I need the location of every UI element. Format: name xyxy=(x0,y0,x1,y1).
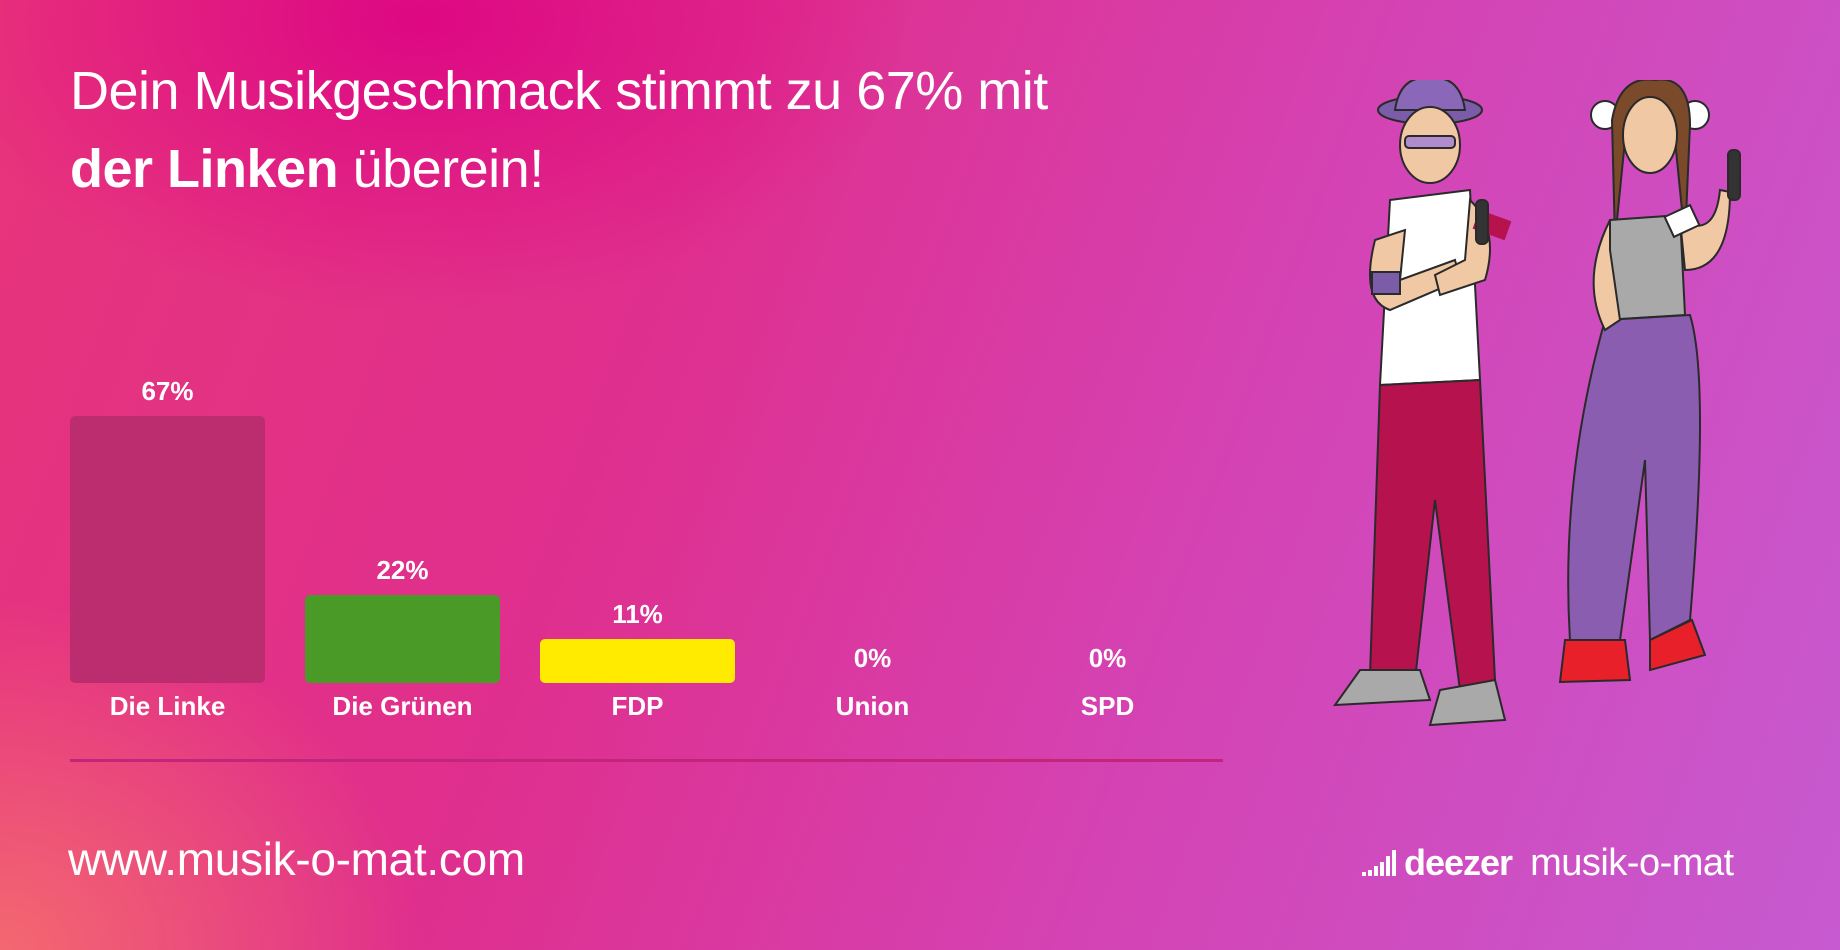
value-label: 67% xyxy=(141,376,193,406)
category-label: FDP xyxy=(612,691,664,721)
headline-line-1: Dein Musikgeschmack stimmt zu 67% mit xyxy=(70,61,1048,121)
chart-divider xyxy=(70,759,1223,762)
website-url: www.musik-o-mat.com xyxy=(68,833,525,885)
bar-die-linke xyxy=(70,416,265,683)
category-label: Union xyxy=(836,691,910,721)
value-label: 0% xyxy=(854,643,892,673)
bar-fdp xyxy=(540,639,735,683)
deezer-logo-text: deezer xyxy=(1404,842,1513,883)
bar-die-grünen xyxy=(305,595,500,683)
category-label: Die Grünen xyxy=(332,691,472,721)
value-label: 11% xyxy=(612,599,663,629)
man-figure xyxy=(1332,80,1512,727)
headline: Dein Musikgeschmack stimmt zu 67% mit de… xyxy=(70,52,1220,208)
value-label: 0% xyxy=(1089,643,1127,673)
category-label: SPD xyxy=(1081,691,1134,721)
headline-suffix: überein! xyxy=(338,139,545,199)
category-label: Die Linke xyxy=(110,691,226,721)
brand-logos: deezer musik-o-mat xyxy=(1362,842,1734,884)
value-label: 22% xyxy=(376,555,428,585)
result-bar-chart: 67% Die Linke 22% Die Grünen 11% FDP 0% Union 0%… xyxy=(70,376,1134,721)
headline-line-2: der Linken überein! xyxy=(70,130,1220,208)
woman-figure xyxy=(1558,80,1741,684)
headline-party: der Linken xyxy=(70,139,339,199)
deezer-equalizer-icon xyxy=(1362,850,1396,876)
musik-o-mat-logo-text: musik-o-mat xyxy=(1530,841,1734,884)
two-singers-illustration xyxy=(1332,80,1741,727)
